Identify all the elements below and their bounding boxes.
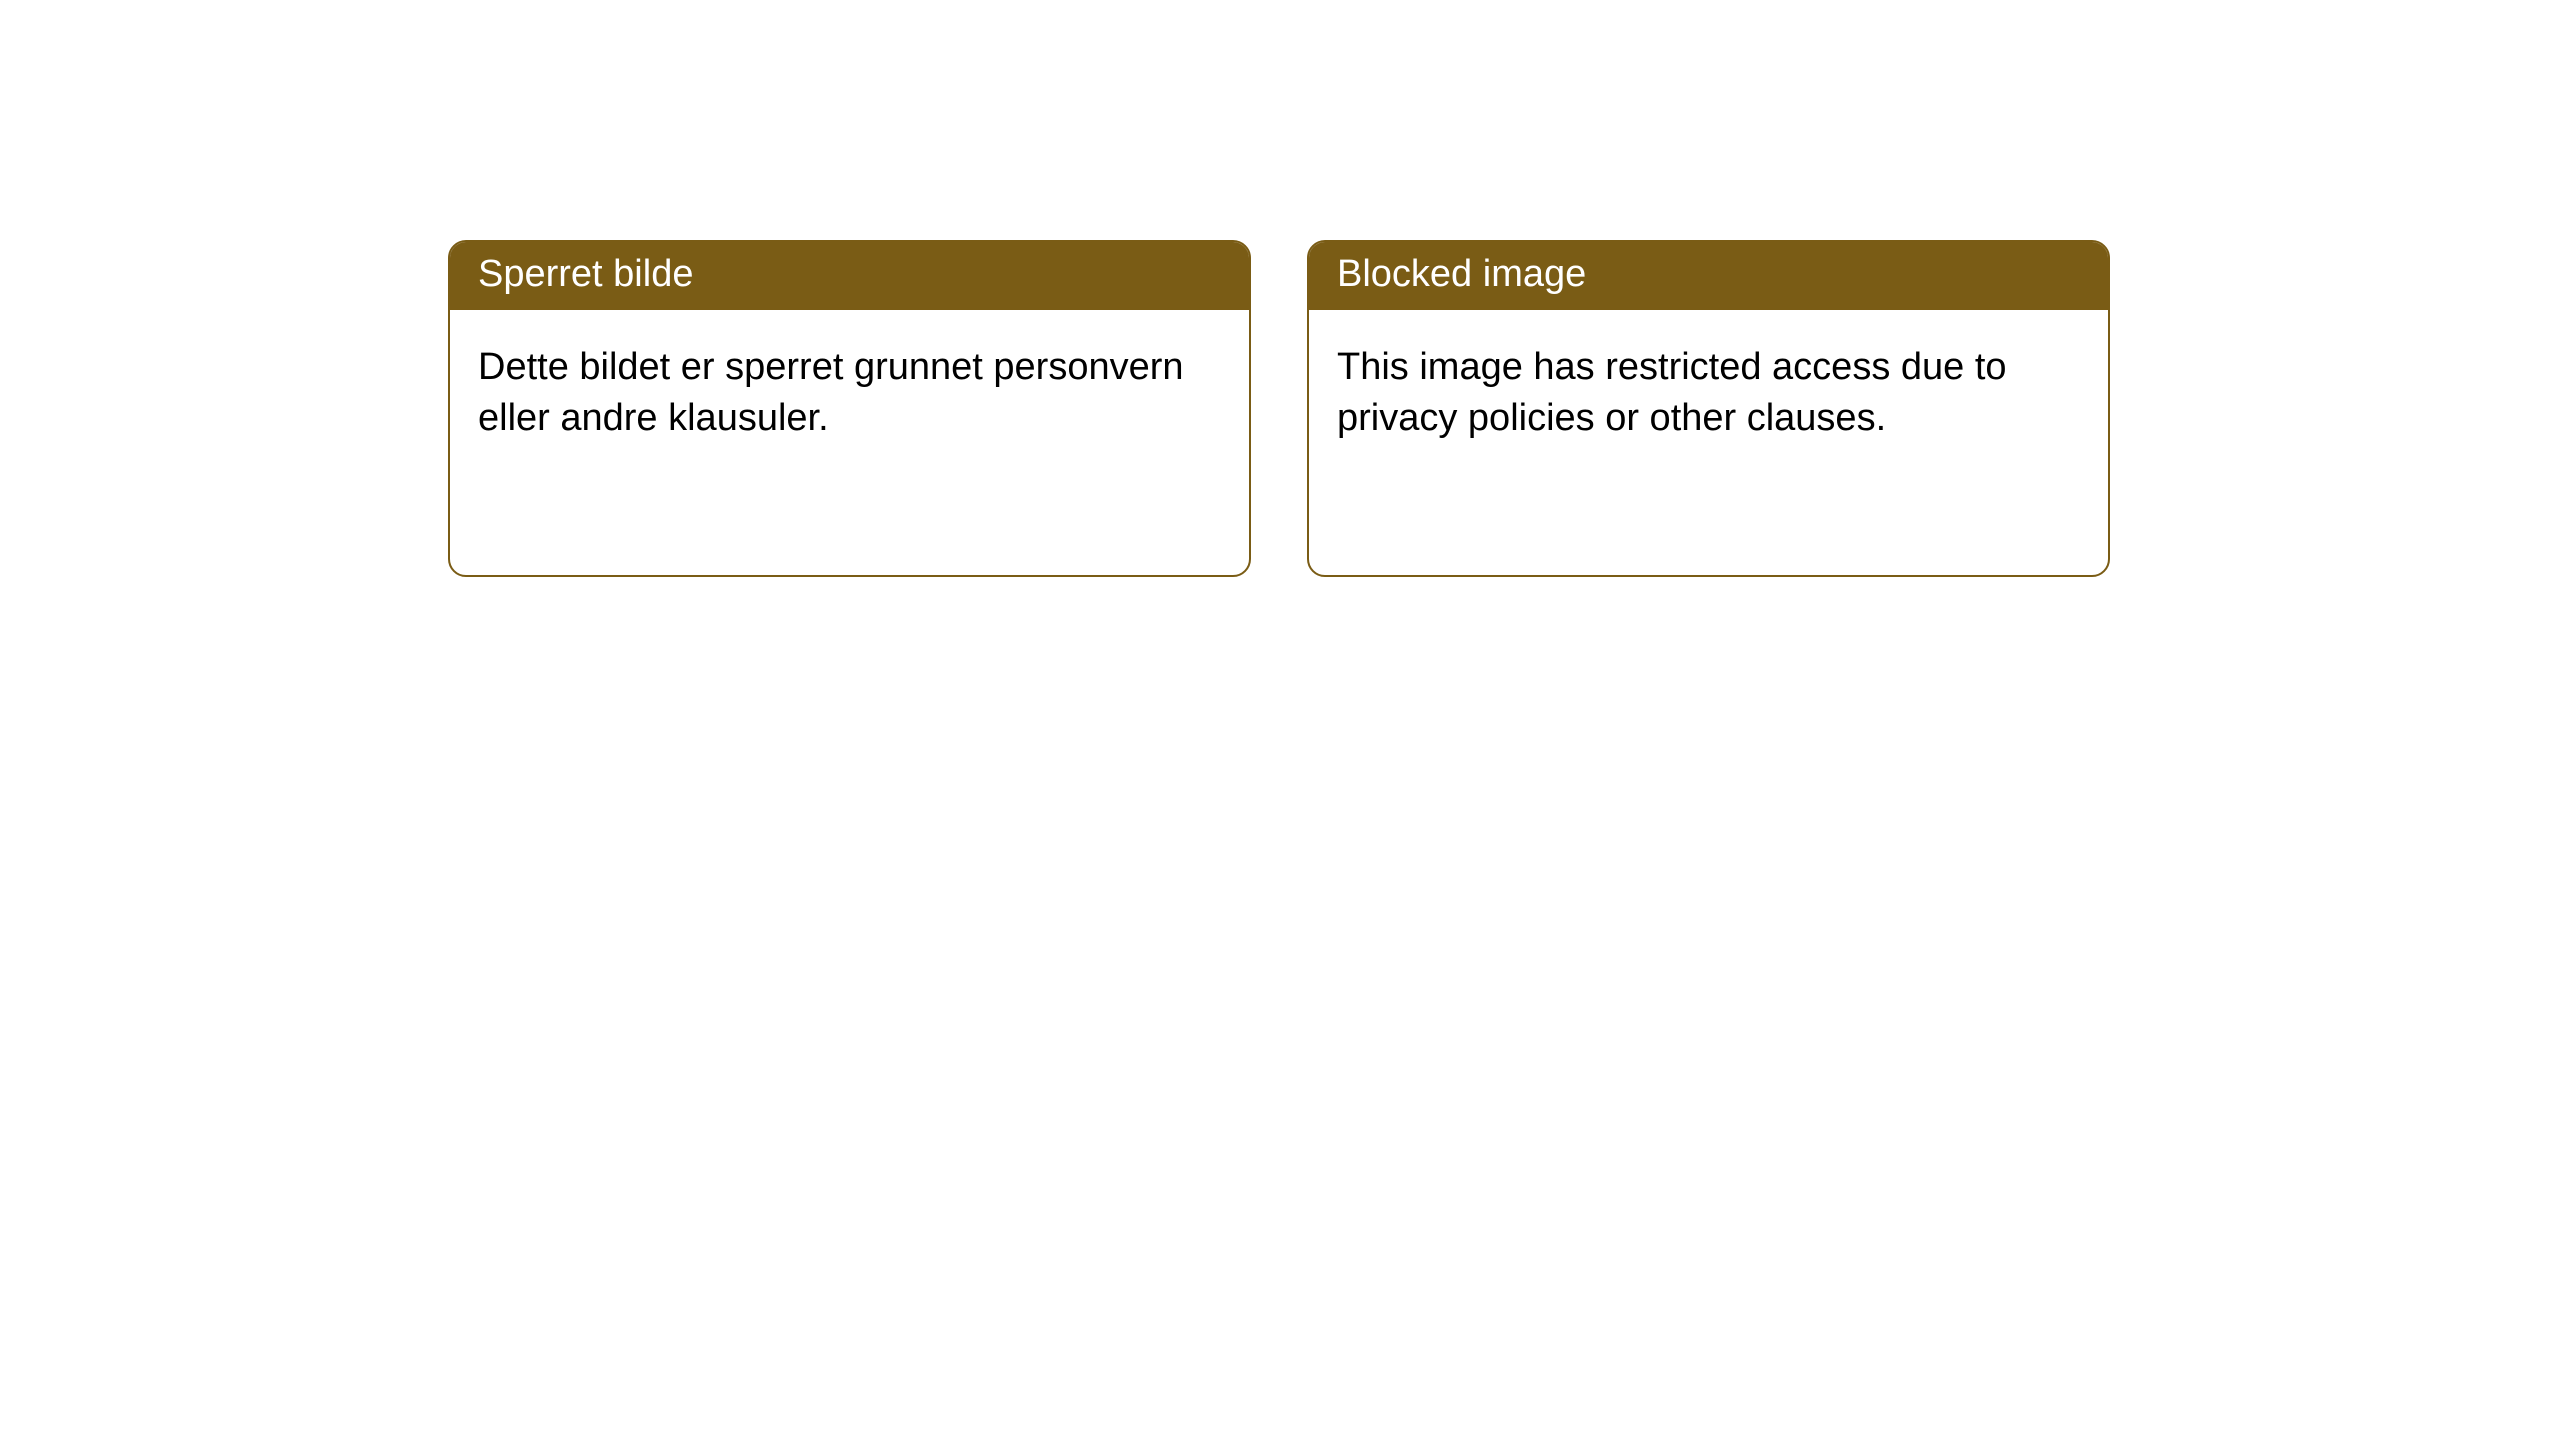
- card-header: Blocked image: [1309, 242, 2108, 310]
- card-body-text: Dette bildet er sperret grunnet personve…: [450, 310, 1249, 477]
- card-body-text: This image has restricted access due to …: [1309, 310, 2108, 477]
- notice-card-english: Blocked image This image has restricted …: [1307, 240, 2110, 577]
- card-header: Sperret bilde: [450, 242, 1249, 310]
- notice-card-norwegian: Sperret bilde Dette bildet er sperret gr…: [448, 240, 1251, 577]
- notice-cards-container: Sperret bilde Dette bildet er sperret gr…: [448, 240, 2110, 577]
